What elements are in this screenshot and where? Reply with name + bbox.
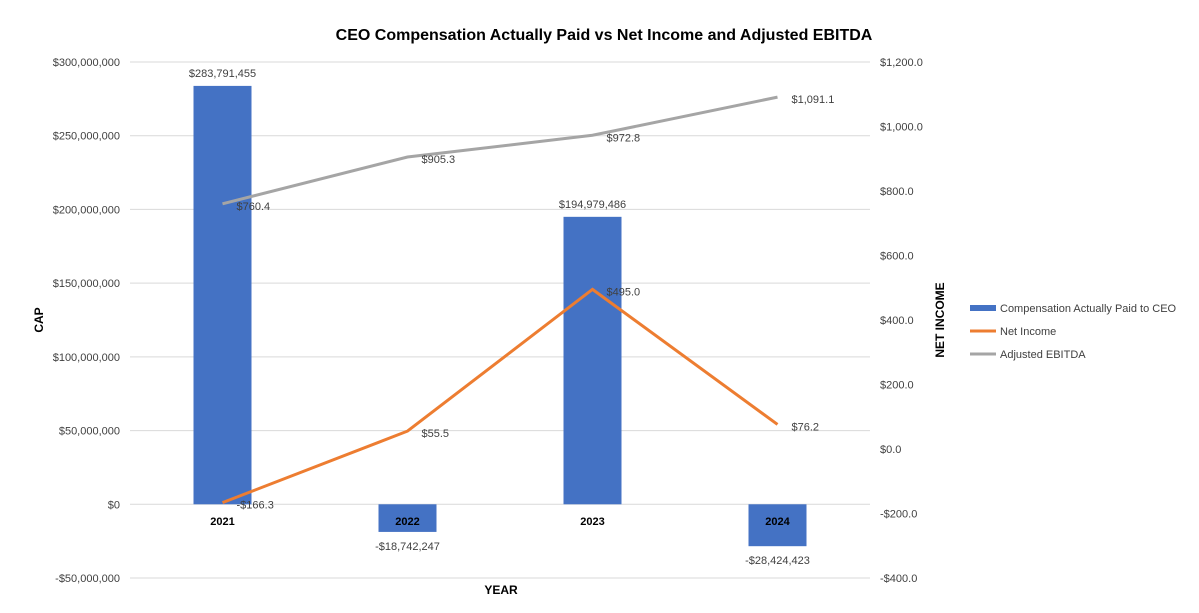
cap-data-label: $283,791,455: [189, 68, 256, 80]
left-tick-label: $200,000,000: [53, 204, 120, 216]
left-tick-label: $50,000,000: [59, 426, 120, 438]
cap-bar: [748, 504, 807, 547]
cap-bar: [378, 504, 437, 532]
legend-entry: Net Income: [1000, 326, 1056, 338]
left-tick-label: -$50,000,000: [55, 573, 120, 585]
right-tick-label: $0.0: [880, 444, 901, 456]
ebitda-data-label: $1,091.1: [792, 94, 835, 106]
cap-data-label: $194,979,486: [559, 199, 626, 211]
left-tick-label: $100,000,000: [53, 352, 120, 364]
cap-bar: [563, 216, 622, 505]
legend-entry: Adjusted EBITDA: [1000, 349, 1086, 361]
y-axis-right-label: NET INCOME: [933, 282, 947, 357]
legend-swatch: [970, 329, 996, 333]
legend-entry: Compensation Actually Paid to CEO: [1000, 303, 1177, 315]
legend-swatch: [970, 352, 996, 356]
y-axis-left-label: CAP: [32, 307, 46, 332]
net-income-data-label: $55.5: [422, 428, 450, 440]
x-tick-label: 2021: [210, 516, 234, 528]
right-tick-label: -$400.0: [880, 573, 917, 585]
cap-bar: [193, 85, 252, 505]
left-tick-label: $250,000,000: [53, 131, 120, 143]
legend-swatch: [970, 305, 996, 311]
right-tick-label: -$200.0: [880, 509, 917, 521]
net-income-line: [221, 287, 779, 505]
left-tick-label: $0: [108, 499, 120, 511]
net-income-data-label: -$166.3: [237, 500, 274, 512]
x-axis-label: YEAR: [484, 583, 518, 597]
left-tick-label: $150,000,000: [53, 278, 120, 290]
adjusted-ebitda-line: [222, 95, 778, 206]
right-tick-label: $400.0: [880, 315, 914, 327]
x-tick-label: 2022: [395, 516, 419, 528]
ebitda-data-label: $760.4: [237, 201, 271, 213]
right-tick-label: $1,000.0: [880, 122, 923, 134]
cap-data-label: -$18,742,247: [375, 541, 440, 553]
net-income-data-label: $495.0: [607, 286, 641, 298]
ebitda-data-label: $972.8: [607, 132, 641, 144]
left-tick-label: $300,000,000: [53, 57, 120, 69]
right-tick-label: $200.0: [880, 380, 914, 392]
chart-title: CEO Compensation Actually Paid vs Net In…: [336, 27, 873, 44]
x-tick-label: 2024: [765, 516, 790, 528]
right-tick-label: $600.0: [880, 251, 914, 263]
x-tick-label: 2023: [580, 516, 604, 528]
net-income-data-label: $76.2: [792, 421, 820, 433]
right-tick-label: $800.0: [880, 186, 914, 198]
cap-data-label: -$28,424,423: [745, 555, 810, 567]
ebitda-data-label: $905.3: [422, 154, 456, 166]
right-tick-label: $1,200.0: [880, 57, 923, 69]
